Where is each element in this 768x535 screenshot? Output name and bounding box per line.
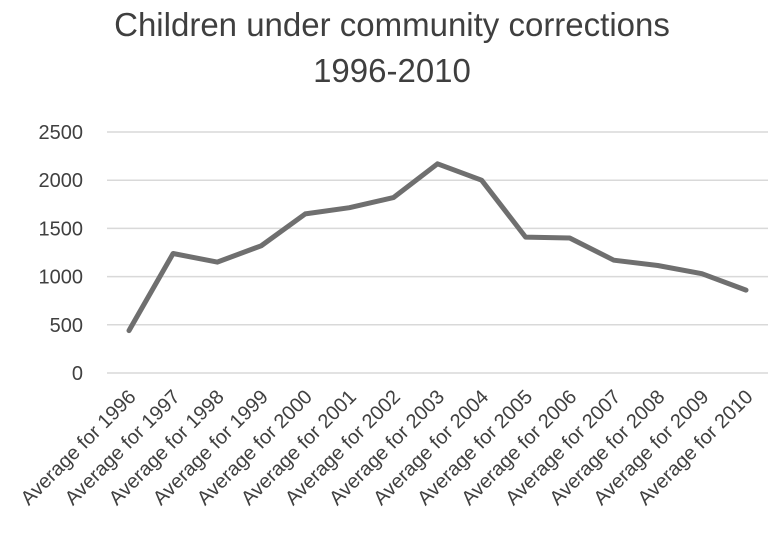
y-tick-label: 1000 [39, 267, 84, 289]
series-layer [126, 161, 749, 334]
series-line [126, 161, 749, 334]
chart-title-line-2: 1996-2010 [313, 52, 471, 89]
y-tick-label: 0 [72, 363, 83, 385]
chart-title: Children under community corrections 199… [0, 2, 768, 94]
y-tick-label: 500 [50, 315, 83, 337]
gridlines [107, 131, 768, 374]
y-tick-label: 2000 [39, 170, 84, 192]
chart-title-line-1: Children under community corrections [114, 6, 670, 43]
y-tick-label: 1500 [39, 218, 84, 240]
y-tick-label: 2500 [39, 122, 84, 144]
y-axis-tick-labels: 0 500 1000 1500 2000 2500 [39, 122, 84, 385]
